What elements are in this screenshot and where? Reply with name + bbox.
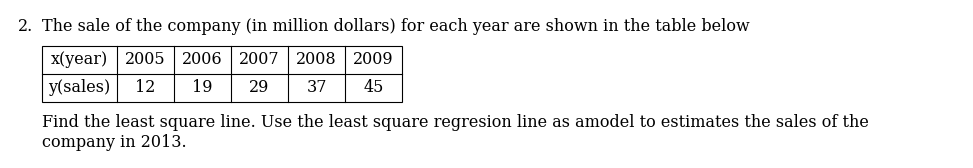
Text: Find the least square line. Use the least square regresion line as amodel to est: Find the least square line. Use the leas…	[42, 114, 869, 131]
Text: 29: 29	[249, 79, 270, 96]
Text: The sale of the company (in million dollars) for each year are shown in the tabl: The sale of the company (in million doll…	[42, 18, 750, 35]
Text: 2009: 2009	[353, 52, 394, 69]
Text: 37: 37	[306, 79, 327, 96]
Text: 12: 12	[135, 79, 156, 96]
Text: y(sales): y(sales)	[49, 79, 111, 96]
Text: 2005: 2005	[126, 52, 165, 69]
Bar	[42, 46, 402, 102]
Text: company in 2013.: company in 2013.	[42, 134, 187, 151]
Text: 19: 19	[193, 79, 213, 96]
Text: 2007: 2007	[239, 52, 280, 69]
Text: 45: 45	[363, 79, 383, 96]
Text: 2006: 2006	[182, 52, 223, 69]
Text: 2.: 2.	[18, 18, 33, 35]
Text: x(year): x(year)	[51, 52, 108, 69]
Text: 2008: 2008	[296, 52, 337, 69]
